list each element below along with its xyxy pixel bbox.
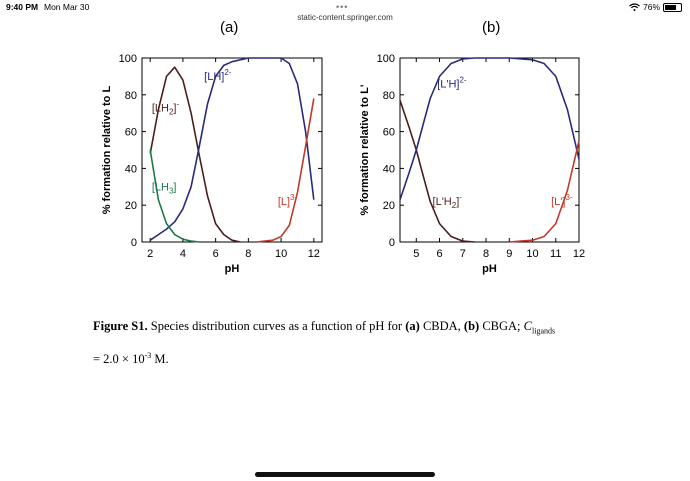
series-label: [L]3-	[278, 193, 298, 208]
caption-unit: M.	[151, 352, 169, 367]
battery-percentage: 76%	[642, 2, 660, 12]
x-tick-label: 12	[573, 248, 585, 260]
series-label: [L']3-	[551, 193, 573, 208]
caption-a-label: (a)	[405, 319, 420, 333]
y-tick-label: 20	[383, 200, 395, 212]
y-tick-label: 80	[383, 90, 395, 102]
y-tick-label: 80	[125, 90, 137, 102]
y-tick-label: 60	[125, 127, 137, 139]
panel-label-b: (b)	[482, 19, 501, 36]
series-label: [LH2]-	[152, 99, 180, 116]
chart-b: 0 20 40 60 80 100 5 6 7 8 9 10 11 12 pH % formation rel…	[359, 53, 585, 275]
y-tick-label: 0	[389, 237, 395, 249]
home-indicator[interactable]	[255, 472, 435, 477]
series-label: [L'H2]-	[433, 193, 463, 210]
x-tick-label: 12	[308, 248, 320, 260]
caption-figure-label: Figure S1.	[93, 319, 148, 333]
y-axis-title: % formation relative to L'	[359, 84, 371, 215]
x-axis-title: pH	[225, 263, 240, 275]
x-tick-label: 2	[147, 248, 153, 260]
caption-c-symbol: C	[523, 319, 532, 333]
caption-c-sub: ligands	[532, 326, 556, 336]
multitasking-dots[interactable]: •••	[336, 2, 349, 12]
x-tick-label: 6	[213, 248, 219, 260]
x-tick-label: 10	[526, 248, 538, 260]
y-tick-label: 20	[125, 200, 137, 212]
caption-a-text: CBDA,	[419, 319, 464, 333]
x-tick-label: 10	[275, 248, 287, 260]
series-label: [LH3]	[152, 181, 177, 195]
series-label: [LH]2-	[204, 68, 232, 83]
x-tick-label: 9	[506, 248, 512, 260]
chart-a: 0 20 40 60 80 100 2 4 6 8 10 12 pH % formation relati…	[101, 53, 323, 275]
status-time: 9:40 PM	[6, 2, 39, 12]
x-axis-title: pH	[482, 263, 497, 275]
caption-text: Species distribution curves as a functio…	[147, 319, 406, 333]
x-tick-label: 4	[180, 248, 186, 260]
plot-frame	[399, 57, 580, 243]
panel-label-a: (a)	[220, 19, 239, 36]
status-bar: 9:40 PM Mon Mar 30 76%	[0, 0, 690, 14]
y-tick-label: 100	[119, 53, 137, 65]
y-tick-label: 40	[383, 163, 395, 175]
caption-exponent: -3	[144, 351, 152, 360]
x-tick-label: 6	[436, 248, 442, 260]
series-line-1	[399, 57, 580, 200]
y-tick-label: 60	[383, 127, 395, 139]
y-tick-label: 100	[377, 53, 395, 65]
y-axis-title: % formation relative to L	[101, 86, 113, 215]
x-tick-label: 7	[460, 248, 466, 260]
figure-caption-line2: = 2.0 × 10-3 M.	[93, 351, 169, 367]
x-tick-label: 8	[483, 248, 489, 260]
series-line-0	[399, 100, 475, 243]
status-date: Mon Mar 30	[44, 2, 90, 12]
plot-frame	[141, 57, 323, 243]
x-tick-label: 8	[245, 248, 251, 260]
x-tick-label: 5	[413, 248, 419, 260]
caption-b-text: CBGA;	[479, 319, 524, 333]
caption-b-label: (b)	[463, 319, 480, 333]
battery-level	[665, 4, 677, 10]
caption-concentration: = 2.0 × 10	[93, 352, 145, 367]
series-line-0	[149, 66, 241, 243]
series-line-3	[256, 98, 315, 243]
y-tick-label: 0	[131, 237, 137, 249]
series-line-2	[149, 149, 200, 243]
series-line-1	[149, 57, 315, 241]
url-bar[interactable]: static-content.springer.com	[297, 13, 393, 22]
status-indicators: 76%	[629, 2, 682, 12]
wifi-icon	[629, 3, 640, 11]
series-label: [L'H]2-	[437, 75, 467, 90]
series-line-2	[509, 140, 580, 243]
battery-icon	[663, 2, 682, 12]
y-tick-label: 40	[125, 163, 137, 175]
figure-caption: Figure S1. Species distribution curves a…	[93, 319, 555, 336]
x-tick-label: 11	[550, 248, 561, 260]
